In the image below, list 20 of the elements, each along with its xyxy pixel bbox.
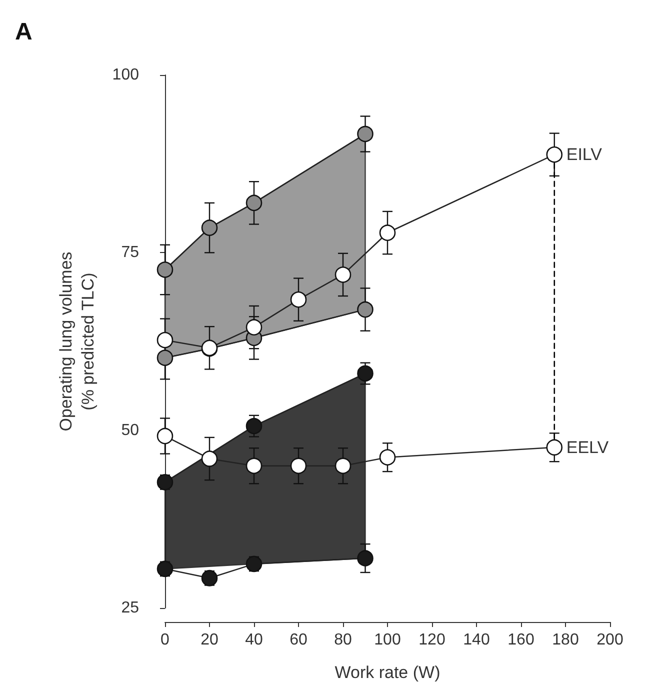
y-tick-label: 25 bbox=[121, 600, 140, 616]
x-tick-label: 60 bbox=[290, 632, 308, 648]
x-tick-label: 140 bbox=[463, 632, 490, 648]
x-tick-label: 120 bbox=[418, 632, 446, 648]
series-label: EELV bbox=[566, 438, 610, 457]
series-label: EILV bbox=[566, 145, 603, 164]
y-axis-title: Operating lung volumes (% predicted TLC) bbox=[56, 252, 98, 432]
chart-title: A bbox=[15, 18, 32, 46]
x-tick-label: 100 bbox=[374, 632, 401, 648]
x-tick-label: 40 bbox=[245, 632, 263, 648]
y-tick-label: 50 bbox=[121, 422, 140, 439]
x-axis-title: Work rate (W) bbox=[334, 663, 440, 682]
y-tick-label: 100 bbox=[112, 66, 140, 84]
x-tick-label: 0 bbox=[160, 632, 170, 648]
x-tick-label: 20 bbox=[200, 632, 218, 648]
x-tick-label: 160 bbox=[508, 632, 534, 648]
y-tick-label: 75 bbox=[121, 244, 140, 262]
x-tick-label: 180 bbox=[552, 632, 579, 648]
x-tick-label: 200 bbox=[596, 632, 624, 648]
x-tick-label: 80 bbox=[334, 632, 352, 648]
